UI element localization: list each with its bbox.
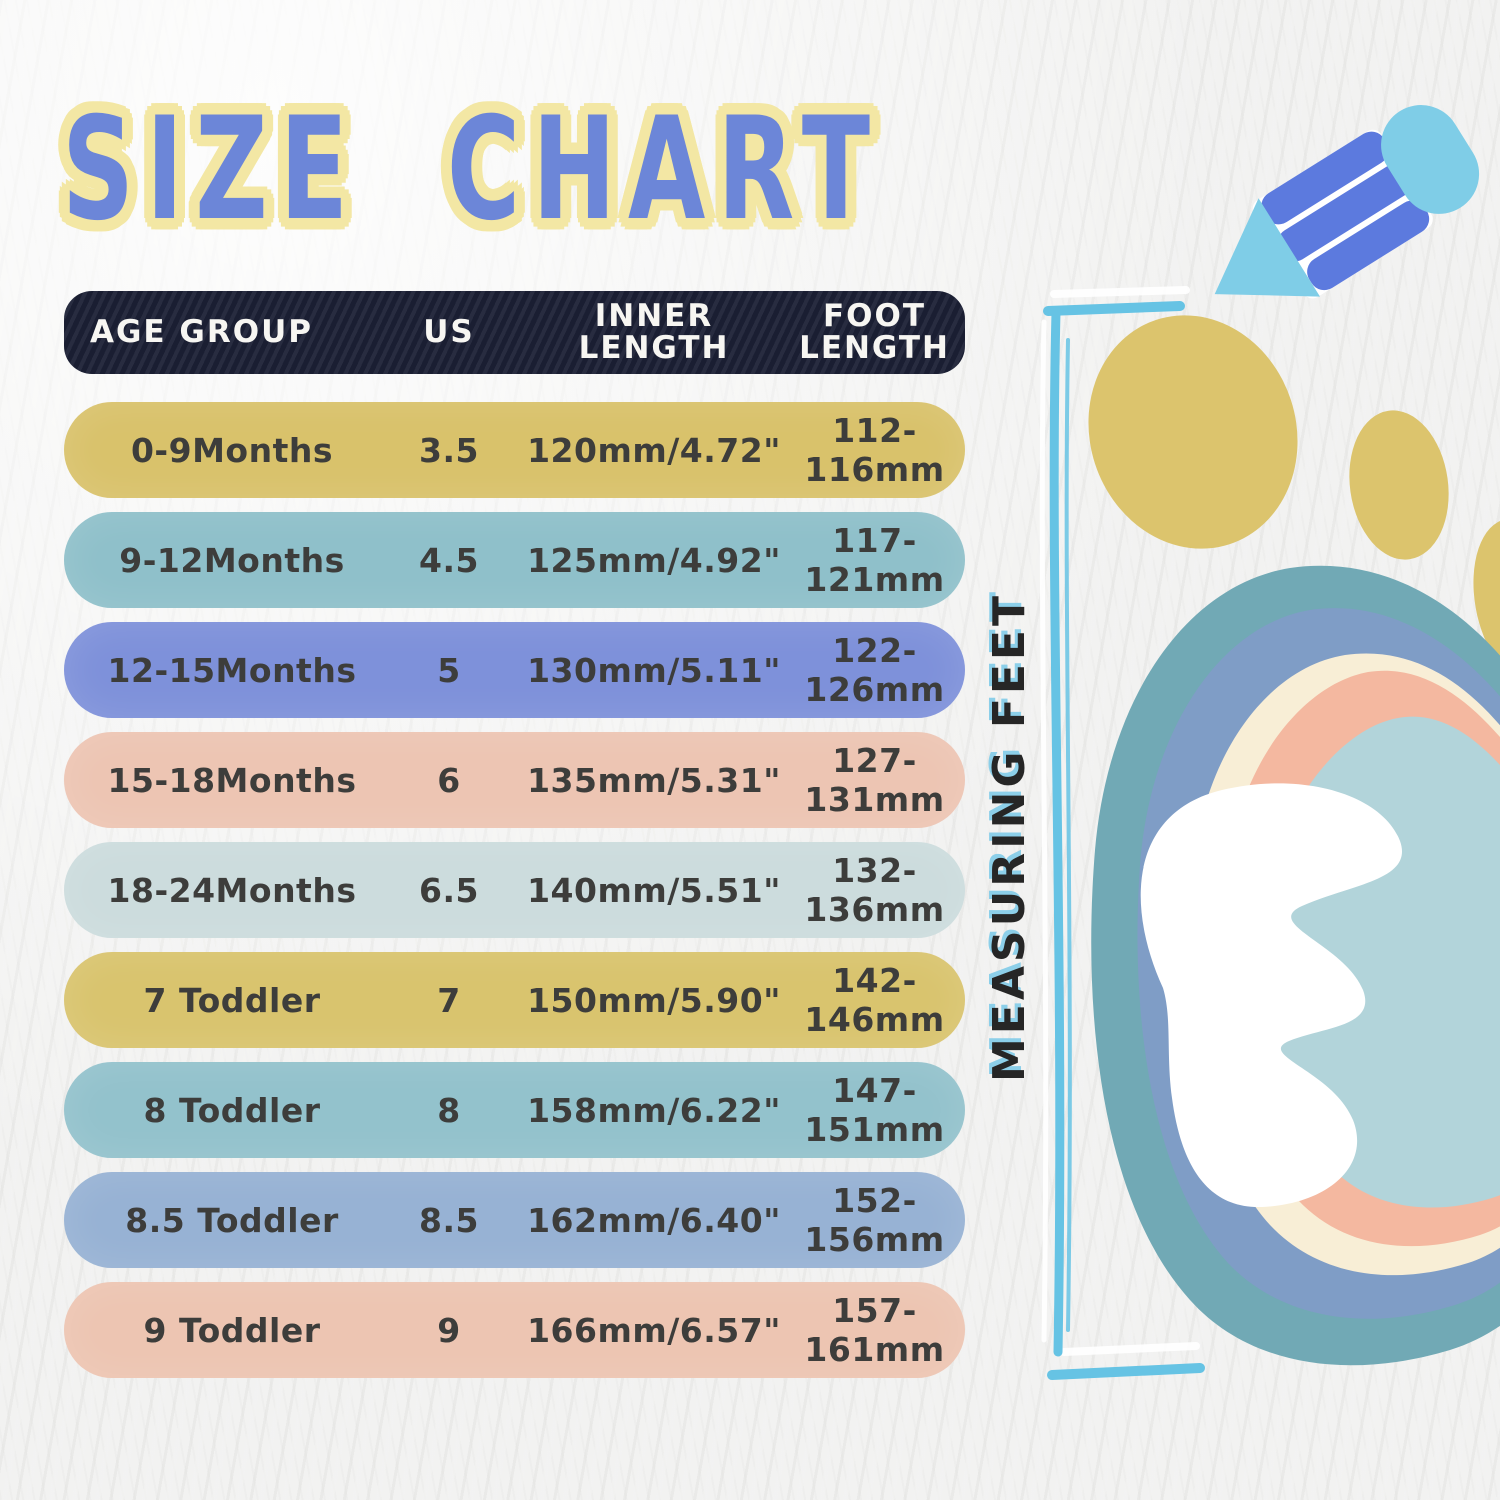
cell-inner-length: 135mm/5.31" bbox=[527, 760, 781, 800]
pencil-stripe-bottom bbox=[1307, 200, 1430, 291]
cell-us: 4.5 bbox=[419, 540, 479, 580]
cell-foot-length: 157-161mm bbox=[804, 1291, 945, 1369]
table-row: 15-18Months 6 135mm/5.31" 127-131mm bbox=[64, 732, 965, 828]
header-age-group: AGE GROUP bbox=[90, 313, 313, 350]
table-body: 0-9Months 3.5 120mm/4.72" 112-116mm 9-12… bbox=[64, 402, 965, 1378]
table-row: 9 Toddler 9 166mm/6.57" 157-161mm bbox=[64, 1282, 965, 1378]
cell-us: 6 bbox=[437, 760, 461, 800]
cell-us: 7 bbox=[437, 980, 461, 1020]
pencil-stripe-middle bbox=[1277, 163, 1414, 262]
measuring-line bbox=[1039, 286, 1205, 1380]
cell-us: 8 bbox=[437, 1090, 461, 1130]
cell-inner-length: 166mm/6.57" bbox=[527, 1310, 781, 1350]
cell-foot-length: 132-136mm bbox=[804, 851, 945, 929]
page-title: SIZE CHART bbox=[62, 86, 883, 253]
table-row: 12-15Months 5 130mm/5.11" 122-126mm bbox=[64, 622, 965, 718]
cell-foot-length: 142-146mm bbox=[804, 961, 945, 1039]
table-header-row: AGE GROUP US INNER LENGTH FOOT LENGTH bbox=[64, 291, 965, 374]
footprint-illustration bbox=[1088, 315, 1500, 1366]
cell-foot-length: 152-156mm bbox=[804, 1181, 945, 1259]
header-us: US bbox=[423, 313, 475, 350]
cell-foot-length: 117-121mm bbox=[804, 521, 945, 599]
table-row: 7 Toddler 7 150mm/5.90" 142-146mm bbox=[64, 952, 965, 1048]
pencil-icon bbox=[1214, 105, 1480, 299]
cell-age-group: 8.5 Toddler bbox=[125, 1200, 339, 1240]
cell-age-group: 0-9Months bbox=[130, 430, 334, 470]
cell-inner-length: 150mm/5.90" bbox=[527, 980, 781, 1020]
cell-age-group: 12-15Months bbox=[107, 650, 357, 690]
cell-foot-length: 127-131mm bbox=[804, 741, 945, 819]
cell-age-group: 9-12Months bbox=[119, 540, 345, 580]
cell-foot-length: 122-126mm bbox=[804, 631, 945, 709]
big-toe-shape bbox=[1088, 315, 1298, 549]
cell-inner-length: 140mm/5.51" bbox=[527, 870, 781, 910]
foot-center-swirl bbox=[1140, 783, 1403, 1208]
cell-age-group: 18-24Months bbox=[107, 870, 357, 910]
cell-us: 5 bbox=[437, 650, 461, 690]
table-row: 8 Toddler 8 158mm/6.22" 147-151mm bbox=[64, 1062, 965, 1158]
cell-inner-length: 120mm/4.72" bbox=[527, 430, 781, 470]
cell-age-group: 9 Toddler bbox=[143, 1310, 321, 1350]
header-foot-length: FOOT LENGTH bbox=[799, 297, 950, 366]
small-toe-shape bbox=[1473, 518, 1500, 682]
cell-us: 8.5 bbox=[419, 1200, 479, 1240]
table-row: 9-12Months 4.5 125mm/4.92" 117-121mm bbox=[64, 512, 965, 608]
middle-toe-shape bbox=[1349, 410, 1449, 560]
cell-foot-length: 112-116mm bbox=[804, 411, 945, 489]
pencil-eraser bbox=[1381, 105, 1480, 214]
table-row: 8.5 Toddler 8.5 162mm/6.40" 152-156mm bbox=[64, 1172, 965, 1268]
pencil-tip bbox=[1214, 198, 1321, 297]
size-table: AGE GROUP US INNER LENGTH FOOT LENGTH 0-9M… bbox=[64, 291, 965, 1392]
cell-us: 9 bbox=[437, 1310, 461, 1350]
cell-age-group: 7 Toddler bbox=[143, 980, 321, 1020]
cell-age-group: 8 Toddler bbox=[143, 1090, 321, 1130]
table-row: 18-24Months 6.5 140mm/5.51" 132-136mm bbox=[64, 842, 965, 938]
cell-inner-length: 125mm/4.92" bbox=[527, 540, 781, 580]
table-row: 0-9Months 3.5 120mm/4.72" 112-116mm bbox=[64, 402, 965, 498]
pencil-stripe-top bbox=[1261, 131, 1389, 225]
cell-us: 3.5 bbox=[419, 430, 479, 470]
measuring-feet-label: MEASURING FEET bbox=[984, 591, 1035, 1082]
cell-inner-length: 158mm/6.22" bbox=[527, 1090, 781, 1130]
cell-inner-length: 130mm/5.11" bbox=[527, 650, 781, 690]
cell-age-group: 15-18Months bbox=[107, 760, 357, 800]
header-inner-length: INNER LENGTH bbox=[578, 297, 730, 366]
cell-foot-length: 147-151mm bbox=[804, 1071, 945, 1149]
cell-inner-length: 162mm/6.40" bbox=[527, 1200, 781, 1240]
cell-us: 6.5 bbox=[419, 870, 479, 910]
